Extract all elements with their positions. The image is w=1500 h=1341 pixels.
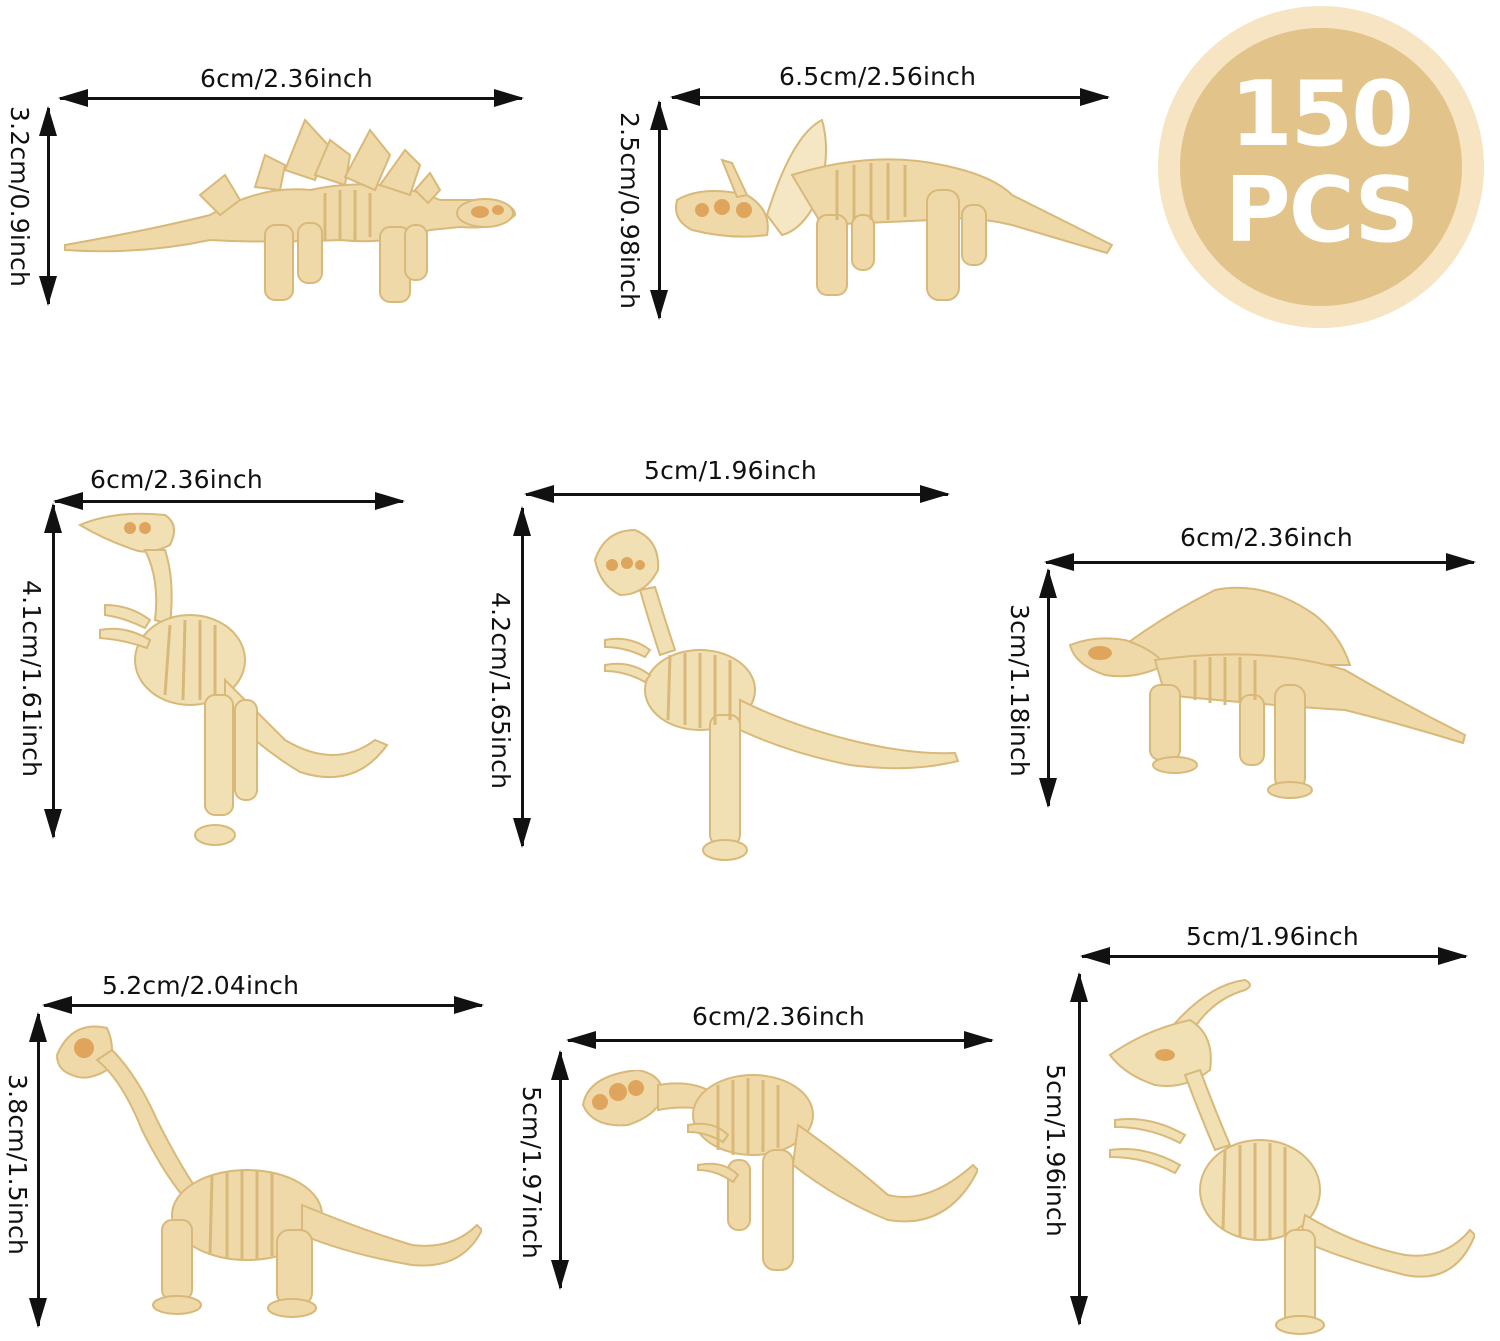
height-label-parasaurolophus: 5cm/1.96inch: [1041, 1064, 1070, 1237]
height-arrow: [1069, 972, 1089, 1326]
width-label-dimetrodon: 6cm/2.36inch: [1180, 523, 1353, 552]
width-label-triceratops: 6.5cm/2.56inch: [779, 62, 977, 91]
quantity-badge-inner: 150 PCS: [1180, 28, 1462, 306]
raptor-skeleton-image: [77, 512, 389, 846]
width-arrow: [524, 484, 950, 504]
dimetrodon-skeleton-image: [1068, 586, 1467, 799]
height-arrow: [649, 100, 669, 320]
width-label-allosaurus: 6cm/2.36inch: [692, 1002, 865, 1031]
brachiosaurus-skeleton-image: [55, 1025, 482, 1318]
t-rex-skeleton-image: [593, 528, 960, 861]
badge-unit: PCS: [1224, 158, 1420, 263]
width-label-stegosaurus: 6cm/2.36inch: [200, 64, 373, 93]
height-arrow: [550, 1050, 570, 1290]
height-label-stegosaurus: 3.2cm/0.9inch: [5, 106, 34, 288]
width-arrow: [1080, 946, 1468, 966]
parasaurolophus-skeleton-image: [1108, 978, 1475, 1335]
height-label-triceratops: 2.5cm/0.98inch: [615, 112, 644, 310]
width-arrow: [42, 995, 484, 1015]
width-arrow: [670, 87, 1110, 107]
width-arrow: [58, 88, 524, 108]
width-arrow: [566, 1030, 994, 1050]
height-label-allosaurus: 5cm/1.97inch: [517, 1086, 546, 1259]
triceratops-skeleton-image: [675, 118, 1114, 301]
badge-quantity: 150: [1230, 62, 1414, 167]
stegosaurus-skeleton-image: [64, 118, 517, 303]
width-label-parasaurolophus: 5cm/1.96inch: [1186, 922, 1359, 951]
height-label-raptor: 4.1cm/1.61inch: [17, 580, 46, 778]
height-label-t-rex: 4.2cm/1.65inch: [486, 592, 515, 790]
height-arrow: [38, 106, 58, 306]
width-label-brachiosaurus: 5.2cm/2.04inch: [102, 971, 300, 1000]
width-label-raptor: 6cm/2.36inch: [90, 465, 263, 494]
height-label-dimetrodon: 3cm/1.18inch: [1005, 604, 1034, 777]
height-arrow: [1038, 568, 1058, 808]
height-arrow: [512, 506, 532, 848]
allosaurus-skeleton-image: [581, 1070, 978, 1271]
height-arrow: [28, 1012, 48, 1328]
quantity-badge: 150 PCS: [1158, 6, 1484, 328]
height-label-brachiosaurus: 3.8cm/1.5inch: [3, 1074, 32, 1256]
width-label-t-rex: 5cm/1.96inch: [644, 456, 817, 485]
width-arrow: [53, 491, 405, 511]
width-arrow: [1044, 552, 1476, 572]
height-arrow: [43, 503, 63, 839]
